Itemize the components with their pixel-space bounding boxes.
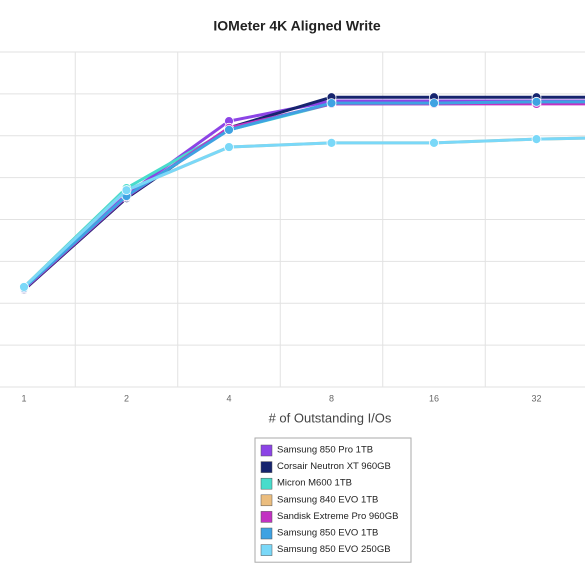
legend-swatch bbox=[260, 461, 273, 473]
legend-label: Micron M600 1TB bbox=[277, 478, 352, 489]
legend-label: Samsung 840 EVO 1TB bbox=[277, 494, 378, 505]
data-point bbox=[19, 282, 29, 292]
x-tick-label: 2 bbox=[124, 393, 129, 403]
data-point bbox=[224, 124, 234, 135]
legend-label: Sandisk Extreme Pro 960GB bbox=[277, 511, 398, 522]
x-tick-label: 32 bbox=[531, 393, 541, 403]
x-tick-label: 16 bbox=[429, 393, 439, 403]
legend-swatch bbox=[260, 511, 273, 523]
legend-swatch bbox=[260, 544, 273, 556]
legend-swatch bbox=[260, 494, 273, 507]
legend-label: Samsung 850 EVO 250GB bbox=[277, 544, 391, 555]
legend-swatch bbox=[260, 444, 273, 457]
x-tick-label: 8 bbox=[329, 393, 334, 403]
series-line bbox=[22, 101, 585, 288]
data-point bbox=[224, 142, 234, 152]
x-tick-label: 4 bbox=[226, 393, 231, 403]
data-point bbox=[429, 98, 439, 108]
legend-box bbox=[254, 437, 412, 563]
series-line bbox=[22, 99, 585, 290]
data-point bbox=[326, 137, 337, 148]
chart-title: IOMeter 4K Aligned Write bbox=[213, 18, 380, 34]
legend-label: Samsung 850 Pro 1TB bbox=[277, 445, 373, 456]
data-point bbox=[429, 137, 439, 148]
data-point bbox=[121, 185, 132, 196]
legend-swatch bbox=[260, 477, 273, 490]
data-point bbox=[326, 98, 337, 108]
series-line bbox=[22, 100, 585, 290]
legend-swatch bbox=[260, 527, 273, 540]
legend-label: Samsung 850 EVO 1TB bbox=[277, 528, 378, 539]
x-axis-label: # of Outstanding I/Os bbox=[269, 410, 392, 425]
data-point bbox=[531, 134, 542, 145]
data-point bbox=[531, 96, 542, 107]
legend-label: Corsair Neutron XT 960GB bbox=[277, 461, 391, 472]
x-tick-label: 1 bbox=[21, 393, 26, 403]
